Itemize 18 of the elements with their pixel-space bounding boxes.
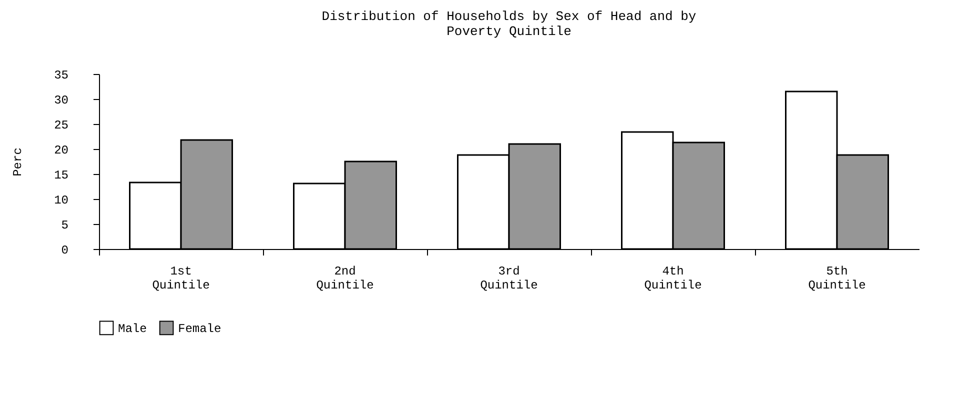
- y-axis-title: Perc: [11, 148, 26, 176]
- x-tick-label: 5th Quintile: [808, 264, 866, 292]
- x-tick-label: 2nd Quintile: [316, 264, 374, 292]
- y-tick-label: 25: [54, 118, 68, 132]
- y-tick-label: 35: [54, 68, 68, 82]
- y-tick-label: 5: [61, 218, 68, 232]
- legend-label: Male: [118, 322, 147, 336]
- y-tick-label: 10: [54, 194, 68, 208]
- legend-label: Female: [178, 322, 222, 336]
- x-tick-label: 1st Quintile: [152, 264, 210, 292]
- x-tick-label: 3rd Quintile: [480, 264, 538, 292]
- text: Distribution of Households by Sex of Head and by: [322, 9, 696, 24]
- text: Poverty Quintile: [446, 24, 572, 39]
- y-tick-label: 15: [54, 168, 68, 182]
- y-tick-label: 30: [54, 94, 68, 108]
- x-tick-label: 4th Quintile: [644, 264, 702, 292]
- y-tick-label: 0: [61, 244, 68, 258]
- y-tick-label: 20: [54, 144, 68, 158]
